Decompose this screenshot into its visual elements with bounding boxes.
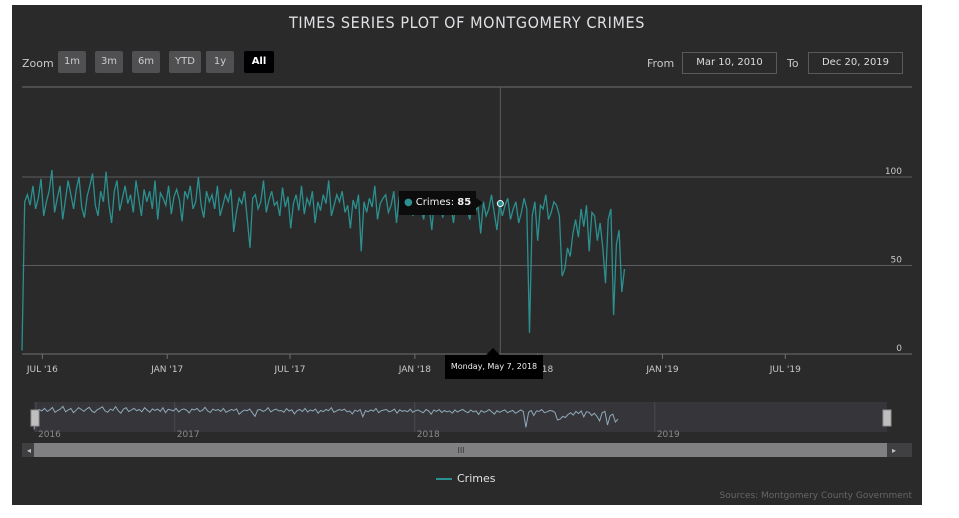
x-tick-label: JAN '17 [150, 365, 183, 375]
navigator-track[interactable] [34, 402, 887, 432]
crosshair-date-label: Monday, May 7, 2018 [445, 355, 543, 379]
series-line-crimes[interactable] [21, 169, 626, 351]
y-tick-label: 100 [885, 167, 902, 177]
legend-label: Crimes [457, 472, 496, 485]
legend-item-crimes[interactable]: Crimes [436, 472, 495, 485]
range-from-input[interactable]: Mar 10, 2010 [682, 52, 777, 74]
chart-container: TIMES SERIES PLOT OF MONTGOMERY CRIMES Z… [12, 5, 922, 505]
range-to-label: To [787, 57, 799, 70]
x-tick-label: JUL '17 [273, 365, 305, 375]
zoom-label: Zoom [22, 57, 54, 70]
y-tick-label: 0 [896, 344, 902, 354]
navigator-series-line [33, 405, 619, 430]
zoom-1m-button[interactable]: 1m [58, 51, 86, 73]
legend-line-swatch [436, 478, 452, 480]
crosshair-label-pointer [486, 348, 500, 355]
tooltip-colon: : [450, 197, 458, 208]
zoom-ytd-button[interactable]: YTD [169, 51, 201, 73]
navigator-right-handle[interactable] [882, 409, 892, 427]
zoom-all-button[interactable]: All [244, 51, 274, 73]
credits[interactable]: Sources: Montgomery County Government [719, 491, 912, 501]
scrollbar-left-arrow-icon[interactable]: ◂ [27, 446, 31, 455]
tooltip: ● Crimes: 85 [399, 191, 476, 215]
tooltip-value: 85 [457, 197, 472, 208]
range-from-label: From [647, 57, 675, 70]
navigator-labels: 2016 2017 2018 2019 [35, 402, 680, 440]
navigator-left-handle[interactable] [30, 409, 40, 427]
x-tick-label: JUL '19 [769, 365, 801, 375]
tooltip-dot-icon: ● [404, 197, 413, 208]
navigator-year-label: 2018 [417, 430, 440, 440]
tooltip-series-name: Crimes [415, 197, 451, 208]
navigator-year-label: 2017 [177, 430, 200, 440]
y-tick-label: 50 [891, 256, 903, 266]
scrollbar-grip-icon[interactable]: III [457, 446, 464, 455]
scrollbar-thumb[interactable] [34, 443, 887, 457]
y-axis: 0 50 100 [885, 167, 902, 354]
chart-title: TIMES SERIES PLOT OF MONTGOMERY CRIMES [289, 13, 645, 32]
range-to-input[interactable]: Dec 20, 2019 [808, 52, 903, 74]
zoom-6m-button[interactable]: 6m [132, 51, 160, 73]
zoom-1y-button[interactable]: 1y [206, 51, 234, 73]
scrollbar-right-arrow-icon[interactable]: ▸ [892, 446, 896, 455]
navigator-year-label: 2016 [38, 430, 61, 440]
x-tick-label: JAN '18 [398, 365, 431, 375]
navigator-year-label: 2019 [657, 430, 680, 440]
grid-lines [22, 176, 912, 355]
hover-point[interactable] [496, 200, 504, 208]
zoom-3m-button[interactable]: 3m [95, 51, 123, 73]
x-tick-label: JAN '19 [645, 365, 678, 375]
x-tick-label: JUL '16 [26, 365, 58, 375]
tooltip-pointer [475, 197, 483, 209]
